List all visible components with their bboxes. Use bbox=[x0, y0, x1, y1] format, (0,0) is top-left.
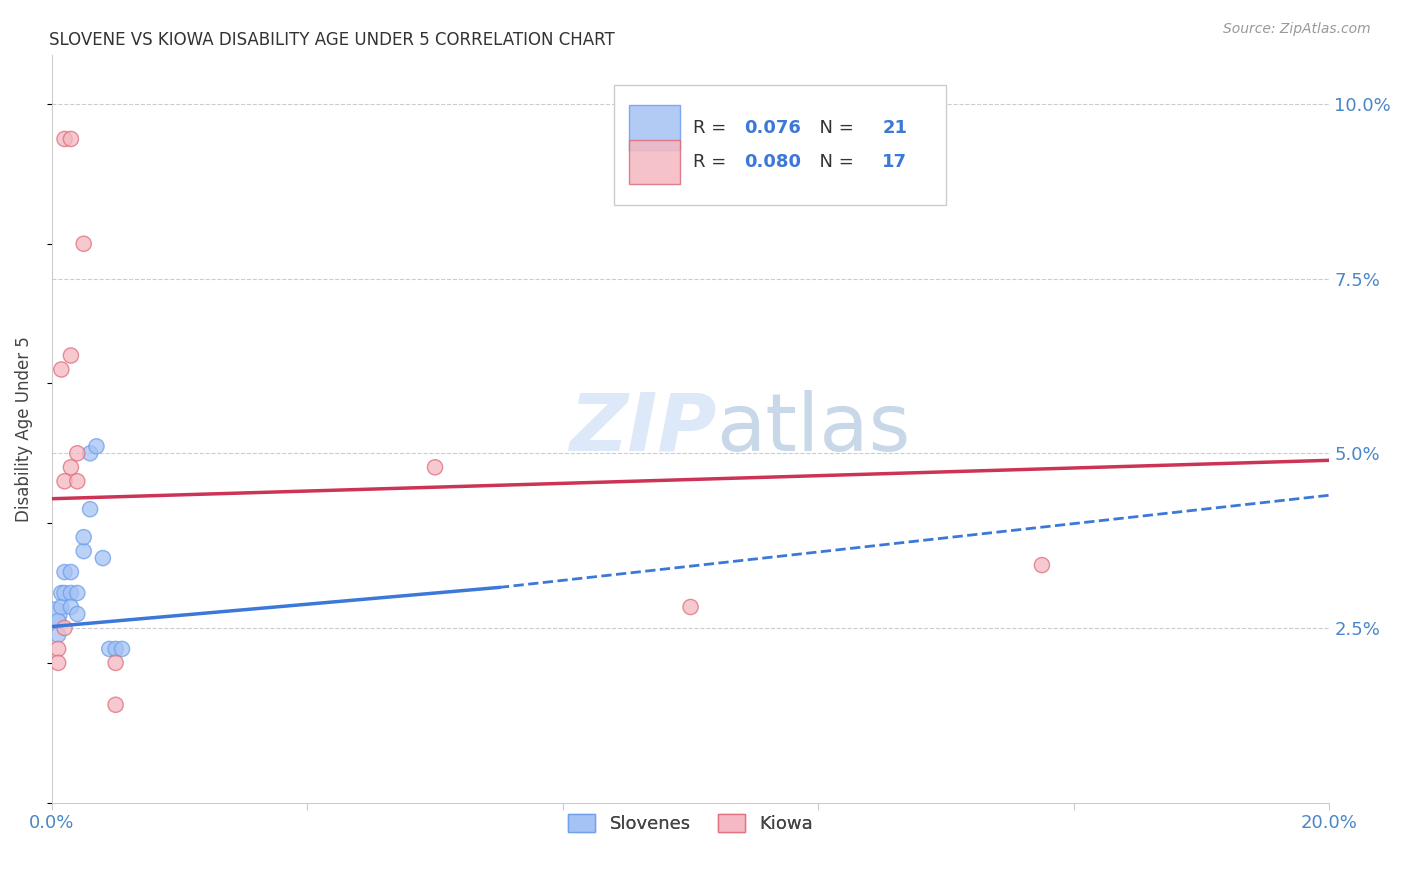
FancyBboxPatch shape bbox=[630, 140, 681, 185]
Point bbox=[44, 607, 66, 621]
Point bbox=[86, 439, 108, 453]
Point bbox=[679, 599, 702, 614]
Point bbox=[73, 236, 96, 251]
Point bbox=[79, 502, 101, 516]
Text: 17: 17 bbox=[882, 153, 907, 171]
FancyBboxPatch shape bbox=[630, 105, 681, 150]
Text: ZIP: ZIP bbox=[569, 390, 716, 468]
Point bbox=[59, 565, 82, 579]
Point bbox=[91, 551, 114, 566]
Point bbox=[73, 544, 96, 558]
Point bbox=[46, 628, 69, 642]
Point bbox=[51, 586, 73, 600]
Point bbox=[104, 698, 127, 712]
Point bbox=[111, 641, 134, 656]
Text: N =: N = bbox=[808, 119, 859, 136]
Legend: Slovenes, Kiowa: Slovenes, Kiowa bbox=[560, 805, 823, 842]
Point bbox=[59, 460, 82, 475]
Point bbox=[66, 475, 89, 489]
Point bbox=[59, 132, 82, 146]
Point bbox=[53, 621, 76, 635]
Text: R =: R = bbox=[693, 153, 733, 171]
Point bbox=[66, 586, 89, 600]
Point bbox=[1031, 558, 1053, 573]
Point bbox=[104, 656, 127, 670]
Point bbox=[59, 349, 82, 363]
Point bbox=[66, 446, 89, 460]
Point bbox=[59, 599, 82, 614]
Text: R =: R = bbox=[693, 119, 733, 136]
Text: atlas: atlas bbox=[716, 390, 911, 468]
Point bbox=[59, 586, 82, 600]
Point bbox=[46, 656, 69, 670]
Point bbox=[73, 530, 96, 544]
Text: 21: 21 bbox=[882, 119, 907, 136]
Point bbox=[46, 641, 69, 656]
Point bbox=[53, 586, 76, 600]
Point bbox=[46, 614, 69, 628]
Point bbox=[104, 641, 127, 656]
Point bbox=[98, 641, 121, 656]
Text: Source: ZipAtlas.com: Source: ZipAtlas.com bbox=[1223, 22, 1371, 37]
Point bbox=[51, 599, 73, 614]
FancyBboxPatch shape bbox=[614, 85, 946, 204]
Text: N =: N = bbox=[808, 153, 859, 171]
Point bbox=[53, 475, 76, 489]
Point bbox=[53, 132, 76, 146]
Point bbox=[79, 446, 101, 460]
Text: 0.080: 0.080 bbox=[744, 153, 801, 171]
Text: 0.076: 0.076 bbox=[744, 119, 801, 136]
Text: SLOVENE VS KIOWA DISABILITY AGE UNDER 5 CORRELATION CHART: SLOVENE VS KIOWA DISABILITY AGE UNDER 5 … bbox=[49, 31, 614, 49]
Point bbox=[51, 362, 73, 376]
Y-axis label: Disability Age Under 5: Disability Age Under 5 bbox=[15, 336, 32, 522]
Point bbox=[66, 607, 89, 621]
Point bbox=[53, 565, 76, 579]
Point bbox=[423, 460, 446, 475]
